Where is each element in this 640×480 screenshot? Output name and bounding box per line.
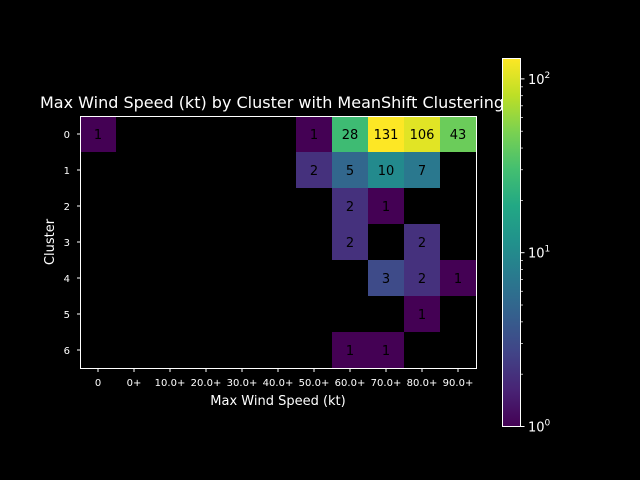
heatmap-cell [368, 260, 404, 296]
colorbar-tick-exponent: 0 [545, 419, 551, 429]
cell-value-label: 5 [346, 164, 354, 179]
cell-value-label: 2 [346, 236, 354, 251]
heatmap-cell [332, 224, 368, 260]
heatmap-cell [368, 188, 404, 224]
heatmap-cell [404, 152, 440, 188]
x-tick-label: 20.0+ [191, 378, 222, 389]
y-tick-label: 0 [64, 130, 70, 141]
colorbar [502, 58, 521, 427]
heatmap-cell [80, 116, 116, 152]
heatmap-cell [404, 296, 440, 332]
heatmap-cell [332, 332, 368, 368]
cell-value-label: 1 [454, 272, 462, 287]
colorbar-tick-exponent: 1 [545, 245, 551, 255]
colorbar-tick-label: 101 [528, 245, 550, 262]
cell-value-label: 1 [382, 200, 390, 215]
cell-value-label: 1 [382, 344, 390, 359]
y-axis-label: Cluster [43, 218, 58, 265]
heatmap-cell [368, 152, 404, 188]
heatmap-cell [440, 260, 476, 296]
heatmap-cell [368, 116, 404, 152]
x-tick-label: 30.0+ [227, 378, 258, 389]
y-tick-label: 3 [64, 238, 70, 249]
colorbar-tick-exponent: 2 [545, 71, 551, 81]
cell-value-label: 1 [346, 344, 354, 359]
x-axis-label: Max Wind Speed (kt) [210, 394, 345, 409]
cell-value-label: 43 [450, 128, 467, 143]
cell-value-label: 2 [310, 164, 318, 179]
cell-value-label: 2 [418, 236, 426, 251]
heatmap-cell [404, 224, 440, 260]
heatmap-cell [368, 332, 404, 368]
cell-value-label: 28 [342, 128, 359, 143]
x-tick-label: 0+ [127, 378, 142, 389]
x-tick-label: 70.0+ [371, 378, 402, 389]
heatmap-cell [440, 116, 476, 152]
cell-value-label: 1 [418, 308, 426, 323]
y-tick-label: 2 [64, 202, 70, 213]
heatmap-cell [332, 188, 368, 224]
x-tick-label: 60.0+ [335, 378, 366, 389]
y-tick-label: 5 [64, 310, 70, 321]
heatmap-cell [332, 116, 368, 152]
cell-value-label: 131 [374, 128, 399, 143]
y-tick-label: 1 [64, 166, 70, 177]
x-tick-label: 40.0+ [263, 378, 294, 389]
cell-value-label: 2 [346, 200, 354, 215]
heatmap-cell [332, 152, 368, 188]
x-tick-label: 10.0+ [155, 378, 186, 389]
heatmap-cell [296, 152, 332, 188]
heatmap-cell [404, 260, 440, 296]
chart-title: Max Wind Speed (kt) by Cluster with Mean… [40, 93, 504, 112]
colorbar-tick-label: 100 [528, 419, 551, 436]
heatmap-cell [404, 116, 440, 152]
cell-value-label: 2 [418, 272, 426, 287]
y-tick-label: 6 [64, 346, 70, 357]
cell-value-label: 1 [310, 128, 318, 143]
x-tick-label: 80.0+ [407, 378, 438, 389]
x-tick-label: 50.0+ [299, 378, 330, 389]
cell-value-label: 1 [94, 128, 102, 143]
colorbar-tick-label: 102 [528, 71, 550, 88]
heatmap-cell [296, 116, 332, 152]
cell-value-label: 10 [378, 164, 395, 179]
y-tick-label: 4 [64, 274, 70, 285]
cell-value-label: 7 [418, 164, 426, 179]
cell-value-label: 3 [382, 272, 390, 287]
x-tick-label: 90.0+ [443, 378, 474, 389]
cell-value-label: 106 [410, 128, 435, 143]
x-tick-label: 0 [95, 378, 101, 389]
